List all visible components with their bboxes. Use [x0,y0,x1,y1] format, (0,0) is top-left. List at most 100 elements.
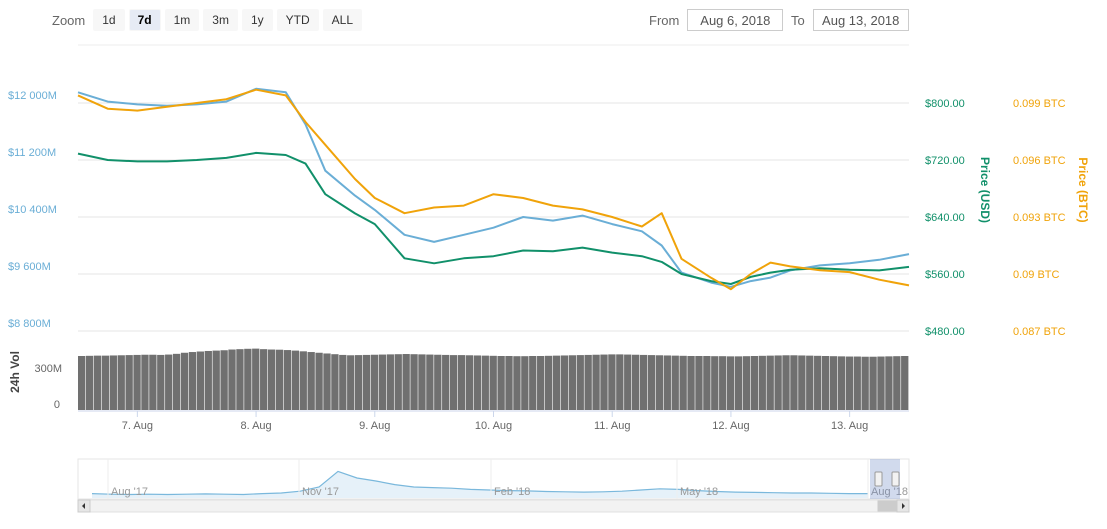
volume-bar [663,355,671,410]
scrollbar-thumb[interactable] [877,500,897,512]
scrollbar-track[interactable] [77,499,910,513]
volume-bar [157,354,165,410]
zoom-button-1y[interactable]: 1y [241,9,273,31]
zoom-label: Zoom [52,12,86,28]
x-tick-label: 12. Aug [712,420,749,432]
volume-bar [149,354,157,410]
volume-bar [283,350,292,410]
volume-bar [521,356,529,410]
volume-bar [434,354,442,410]
zoom-button-3m[interactable]: 3m [203,9,238,31]
volume-bar [275,349,284,410]
volume-bar [473,355,482,410]
volume-bar [378,354,387,410]
navigator-tick-label: Aug '18 [871,486,908,498]
zoom-button-ytd[interactable]: YTD [276,9,319,31]
market-cap-tick: $11 200M [8,147,56,159]
navigator[interactable]: Aug '17 Nov '17 Feb '18 May '18 Aug '18 [77,458,910,513]
volume-bar [323,353,331,410]
navigator-handle-left[interactable] [874,471,883,487]
volume-bar [837,356,846,410]
volume-bar [347,355,355,410]
volume-bar [647,355,656,410]
market-cap-tick: $10 400M [8,204,57,216]
zoom-button-1m[interactable]: 1m [164,9,200,31]
volume-bar [489,355,497,410]
navigator-area [92,471,868,498]
volume-bar [410,354,418,410]
volume-bar [188,352,197,410]
x-tick-label: 13. Aug [831,420,868,432]
volume-bar [584,354,592,410]
volume-bar [370,354,379,410]
volume-bar [449,355,458,410]
volume-bar [212,350,220,410]
volume-bar [592,354,600,410]
chevron-left-icon [82,503,85,509]
x-tick-label: 7. Aug [122,420,153,432]
volume-bar [758,355,766,410]
price-btc-axis-title: Price (BTC) [1076,157,1090,222]
axes: $8 800M $9 600M $10 400M $11 200M $12 000M $4… [8,90,1090,432]
volume-bar [782,355,790,410]
volume-bar [901,356,909,410]
volume-bar [774,355,782,410]
price-usd-tick: $560.00 [925,269,965,281]
volume-bar [465,355,474,410]
volume-bar [172,353,181,410]
volume-axis-title: 24h Vol [8,351,22,393]
range-from-label: From [649,12,680,28]
volume-bar [141,354,149,410]
range-to-input[interactable] [812,9,909,31]
volume-bar [719,356,727,410]
volume-bar [552,355,561,410]
price-usd-tick: $800.00 [925,98,965,110]
volume-bar [165,354,173,410]
volume-bar [869,356,877,410]
volume-bar [109,355,117,410]
volume-bars [78,348,909,410]
price-usd-axis-title: Price (USD) [978,157,992,223]
range-from: From [649,8,784,32]
price-btc-tick: 0.099 BTC [1013,98,1066,110]
volume-bar [180,352,189,410]
price-lines [77,87,910,291]
volume-bar [117,355,125,410]
zoom-button-1d[interactable]: 1d [93,9,125,31]
volume-bar [766,355,774,410]
volume-bar [236,349,244,410]
volume-bar [632,354,640,410]
volume-bar [267,349,276,410]
volume-bar [204,350,212,410]
volume-bar [101,355,110,410]
price-usd-tick: $720.00 [925,155,965,167]
market-cap-line [77,87,910,288]
zoom-button-7d[interactable]: 7d [128,9,161,31]
x-tick-label: 11. Aug [594,420,631,432]
zoom-button-all[interactable]: ALL [322,9,362,31]
x-tick-label: 8. Aug [240,420,271,432]
price-usd-line [77,151,910,285]
volume-tick: 0 [54,399,60,411]
volume-bar [853,356,861,410]
volume-bar [529,356,537,410]
range-to-label: To [791,12,805,28]
navigator-tick-label: Nov '17 [302,486,339,498]
volume-bar [505,356,513,410]
volume-bar [544,355,553,410]
volume-bar [687,356,695,410]
volume-bar [481,355,489,410]
range-from-input[interactable] [687,9,784,31]
volume-bar [307,352,315,410]
volume-bar [726,356,735,410]
volume-bar [260,349,268,410]
volume-bar [331,354,339,410]
navigator-handle-right[interactable] [891,471,900,487]
volume-bar [568,355,576,410]
volume-bar [386,354,394,410]
volume-bar [877,356,885,410]
volume-bar [829,356,838,410]
price-btc-line [77,88,910,291]
volume-bar [560,355,569,410]
